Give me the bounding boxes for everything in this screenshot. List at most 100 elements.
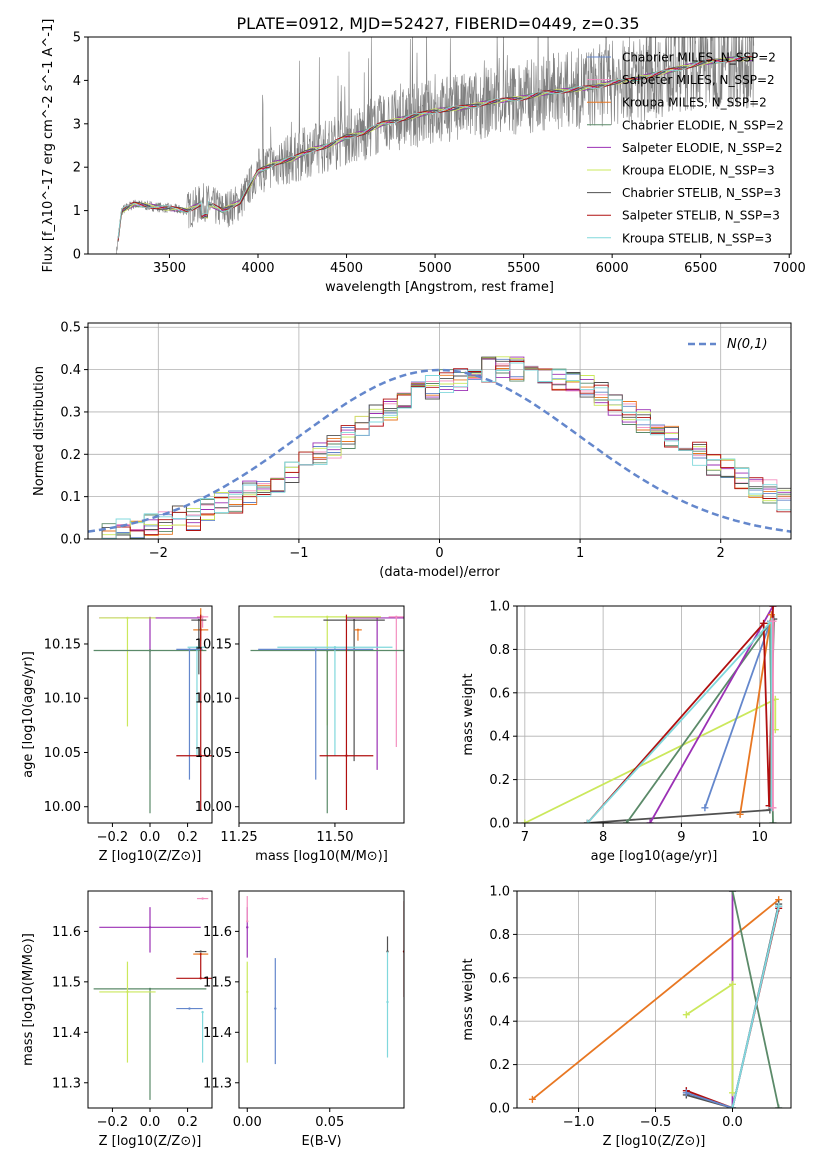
residual-distribution-xtick-label: 1 bbox=[576, 546, 584, 561]
plus-marker bbox=[623, 819, 631, 823]
weight-line bbox=[524, 697, 777, 823]
age-vs-mass-ytick-label: 10.00 bbox=[195, 800, 232, 815]
plus-marker bbox=[701, 804, 709, 812]
weight-vs-metallicity-ytick-label: 0.0 bbox=[489, 1102, 510, 1117]
mass-vs-metallicity-xtick-label: −0.2 bbox=[97, 1115, 129, 1130]
legend-entry: Chabrier MILES, N_SSP=2 bbox=[622, 51, 776, 65]
spectrum-xtick-label: 3500 bbox=[153, 261, 186, 276]
spectrum-ytick-label: 3 bbox=[73, 117, 81, 132]
weight-vs-age-xtick-label: 9 bbox=[677, 830, 685, 845]
weight-vs-metallicity-ytick-label: 0.2 bbox=[489, 1058, 510, 1073]
weight-vs-metallicity-ytick-label: 0.8 bbox=[489, 928, 510, 943]
legend-entry: Salpeter MILES, N_SSP=2 bbox=[622, 73, 775, 87]
weight-vs-metallicity-xtick-label: 0.0 bbox=[722, 1115, 743, 1130]
data-point bbox=[197, 618, 201, 622]
weight-vs-age-ytick-label: 1.0 bbox=[489, 600, 510, 615]
spectrum-ylabel: Flux [f_λ10^-17 erg cm^-2 s^-1 A^-1] bbox=[41, 19, 56, 273]
mass-vs-metallicity-ytick-label: 11.4 bbox=[52, 1026, 81, 1041]
spectrum-model-line bbox=[117, 56, 754, 242]
figure-title: PLATE=0912, MJD=52427, FIBERID=0449, z=0… bbox=[236, 14, 639, 33]
mass-vs-ebv-frame bbox=[238, 890, 405, 1109]
data-point bbox=[201, 1010, 204, 1014]
data-point bbox=[333, 646, 337, 649]
mass-vs-ebv-xtick-label: 0.00 bbox=[233, 1115, 262, 1130]
weight-vs-age-ytick-label: 0.6 bbox=[489, 686, 510, 701]
mass-vs-metallicity-ytick-label: 11.6 bbox=[52, 925, 81, 940]
data-point bbox=[386, 1000, 389, 1004]
data-point bbox=[126, 616, 129, 620]
legend-entry: Chabrier STELIB, N_SSP=3 bbox=[622, 186, 781, 200]
plus-marker bbox=[769, 617, 777, 625]
age-vs-mass-xtick-label: 11.50 bbox=[316, 830, 353, 845]
plus-marker bbox=[729, 980, 737, 988]
data-point bbox=[345, 754, 348, 757]
age-vs-metallicity-panel: −0.2 0.0 0.2 10.00 10.05 10.10 10.15 Z [log10(Z… bbox=[21, 605, 213, 864]
data-point bbox=[126, 990, 129, 994]
age-vs-metallicity-xtick-label: 0.0 bbox=[140, 830, 161, 845]
histogram-step bbox=[88, 361, 791, 539]
data-point bbox=[195, 646, 199, 649]
residual-distribution-xtick-label: −2 bbox=[149, 546, 168, 561]
mass-vs-ebv-xlabel: E(B-V) bbox=[301, 1134, 341, 1149]
spectrum-xtick-label: 4000 bbox=[241, 261, 274, 276]
weight-vs-metallicity-frame bbox=[516, 890, 792, 1109]
weight-line bbox=[739, 614, 773, 815]
weight-vs-age-xlabel: age [log10(age/yr)] bbox=[591, 849, 718, 864]
data-point bbox=[246, 920, 249, 923]
spectrum-xtick-label: 4500 bbox=[330, 261, 363, 276]
weight-vs-metallicity-ytick-label: 1.0 bbox=[489, 885, 510, 900]
residual-distribution-ytick-label: 0.4 bbox=[60, 363, 81, 378]
residual-distribution-xtick-label: 2 bbox=[717, 546, 725, 561]
residual-distribution-ylabel: Normed distribution bbox=[32, 366, 47, 496]
residual-distribution-ytick-label: 0.0 bbox=[60, 533, 81, 548]
spectrum-xtick-label: 6000 bbox=[596, 261, 629, 276]
spectrum-xtick-label: 6500 bbox=[684, 261, 717, 276]
data-point bbox=[148, 649, 152, 652]
age-vs-mass-ytick-label: 10.10 bbox=[195, 692, 232, 707]
age-vs-metallicity-ytick-label: 10.10 bbox=[44, 692, 81, 707]
plus-marker bbox=[775, 902, 783, 910]
spectrum-xlabel: wavelength [Angstrom, rest frame] bbox=[325, 280, 554, 295]
age-vs-mass-ytick-label: 10.05 bbox=[195, 746, 232, 761]
weight-vs-age-ytick-label: 0.2 bbox=[489, 773, 510, 788]
data-point bbox=[148, 987, 152, 991]
data-point bbox=[188, 1007, 191, 1010]
data-point bbox=[199, 977, 202, 980]
weight-vs-age-xtick-label: 8 bbox=[599, 830, 607, 845]
plus-marker bbox=[769, 819, 777, 823]
mass-vs-metallicity-ytick-label: 11.5 bbox=[52, 975, 81, 990]
mass-vs-ebv-ytick-label: 11.6 bbox=[203, 925, 232, 940]
normal-curve bbox=[88, 368, 791, 533]
weight-vs-age-frame bbox=[516, 605, 792, 824]
mass-vs-metallicity-xtick-label: 0.2 bbox=[177, 1115, 198, 1130]
weight-vs-metallicity-plot-area bbox=[528, 891, 783, 1108]
weight-vs-age-plot-area bbox=[521, 606, 779, 823]
weight-line bbox=[731, 905, 780, 1108]
age-vs-mass-plot-area bbox=[250, 614, 404, 814]
mass-vs-metallicity-panel: −0.2 0.0 0.2 11.3 11.4 11.5 11.6 Z [log10(Z/Z⊙)… bbox=[21, 890, 213, 1149]
weight-vs-age-xtick-label: 7 bbox=[521, 830, 529, 845]
data-point bbox=[246, 990, 249, 994]
age-vs-metallicity-ytick-label: 10.00 bbox=[44, 800, 81, 815]
mass-vs-metallicity-ytick-label: 11.3 bbox=[52, 1076, 81, 1091]
weight-vs-age-ytick-label: 0.4 bbox=[489, 730, 510, 745]
residual-distribution-ytick-label: 0.3 bbox=[60, 405, 81, 420]
mass-vs-ebv-ytick-label: 11.4 bbox=[203, 1026, 232, 1041]
plus-marker bbox=[682, 1089, 690, 1097]
data-point bbox=[246, 926, 249, 929]
data-point bbox=[148, 926, 152, 929]
data-point bbox=[274, 1007, 277, 1010]
age-vs-metallicity-ylabel: age [log10(age/yr)] bbox=[21, 651, 36, 778]
legend-entry: Chabrier ELODIE, N_SSP=2 bbox=[622, 118, 784, 132]
weight-vs-metallicity-xtick-label: −0.5 bbox=[640, 1115, 672, 1130]
age-vs-metallicity-ytick-label: 10.05 bbox=[44, 746, 81, 761]
residual-distribution-plot-area bbox=[88, 356, 791, 539]
weight-vs-metallicity-ytick-label: 0.6 bbox=[489, 971, 510, 986]
plus-marker bbox=[769, 606, 777, 610]
histogram-step bbox=[88, 362, 791, 539]
age-vs-metallicity-xtick-label: 0.2 bbox=[177, 830, 198, 845]
plus-marker bbox=[682, 1011, 690, 1019]
age-vs-mass-frame bbox=[238, 605, 405, 824]
age-vs-metallicity-ytick-label: 10.15 bbox=[44, 637, 81, 652]
legend-entry: Kroupa STELIB, N_SSP=3 bbox=[622, 231, 772, 245]
